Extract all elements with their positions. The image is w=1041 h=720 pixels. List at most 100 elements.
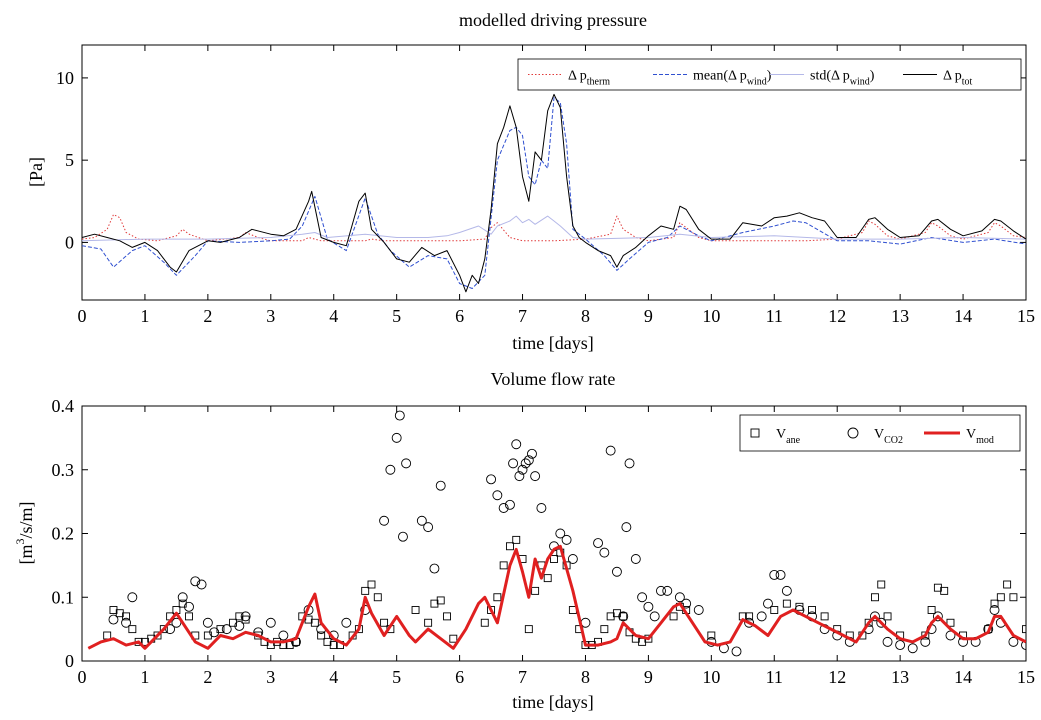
pressure-y-tick-label: 0 <box>65 232 74 252</box>
flow-point-v-co2 <box>611 566 622 577</box>
flow-point-v-co2 <box>108 614 119 625</box>
pressure-x-axis-label: time [days] <box>512 333 593 353</box>
pressure-x-tick-label: 8 <box>581 306 590 326</box>
pressure-panel: modelled driving pressure 0 1 2 3 4 5 6 7 8 9 10 11… <box>26 10 1035 353</box>
flow-point-v-ane <box>940 586 949 595</box>
flow-point-v-co2 <box>693 605 704 615</box>
flow-x-tick-label: 3 <box>266 667 275 687</box>
flow-point-v-ane <box>505 542 514 551</box>
flow-chart-title: Volume flow rate <box>491 369 616 389</box>
flow-x-tick-label: 4 <box>329 667 338 687</box>
pressure-x-tick-label: 6 <box>455 306 464 326</box>
pressure-x-tick-label: 2 <box>203 306 212 326</box>
flow-legend-box <box>739 414 1021 452</box>
flow-series <box>87 410 1026 657</box>
flow-point-v-co2 <box>517 464 528 475</box>
flow-point-v-co2 <box>177 592 188 603</box>
flow-point-v-ane <box>543 574 552 583</box>
pressure-x-tick-label: 15 <box>1017 306 1035 326</box>
flow-point-v-ane <box>707 631 716 640</box>
flow-point-v-co2 <box>385 464 396 475</box>
flow-point-v-co2 <box>234 620 245 631</box>
pressure-x-tick-label: 3 <box>266 306 275 326</box>
flow-point-v-ane <box>782 599 791 608</box>
flow-point-v-ane <box>153 631 162 640</box>
flow-point-v-ane <box>185 612 193 621</box>
flow-y-label-sup: 3 <box>13 539 27 545</box>
flow-point-v-ane <box>745 612 754 621</box>
flow-point-v-co2 <box>876 617 887 628</box>
flow-point-v-ane <box>600 625 609 634</box>
flow-x-tick-label: 9 <box>644 667 653 687</box>
flow-point-v-co2 <box>240 611 251 622</box>
flow-legend-swatch <box>847 427 859 439</box>
flow-point-v-co2 <box>599 547 610 558</box>
pressure-line-p-therm <box>82 214 1026 242</box>
pressure-x-tick-label: 11 <box>766 306 783 326</box>
flow-point-v-ane <box>512 535 521 544</box>
pressure-x-tick-label: 0 <box>78 306 87 326</box>
flow-point-v-ane <box>1003 580 1012 589</box>
flow-point-v-ane <box>883 612 892 621</box>
pressure-legend-label: std(Δ pwind) <box>810 69 875 88</box>
flow-point-v-co2 <box>504 499 515 510</box>
flow-point-v-co2 <box>561 534 572 545</box>
flow-point-v-co2 <box>1021 640 1026 651</box>
pressure-series-clip <box>82 93 1026 293</box>
flow-point-v-ane <box>531 586 540 595</box>
flow-point-v-co2 <box>662 585 673 596</box>
pressure-x-tick-label: 9 <box>644 306 653 326</box>
flow-point-v-co2 <box>656 585 666 596</box>
flow-point-v-ane <box>373 593 382 602</box>
flow-legend-swatch <box>750 428 760 438</box>
flow-point-v-ane <box>1022 625 1026 634</box>
flow-point-v-co2 <box>416 515 427 526</box>
flow-point-v-co2 <box>621 522 632 533</box>
flow-point-v-co2 <box>511 439 522 450</box>
flow-point-v-co2 <box>870 611 880 622</box>
flow-point-v-ane <box>310 618 319 627</box>
flow-point-v-ane <box>443 612 451 621</box>
flow-point-v-co2 <box>907 643 918 654</box>
flow-point-v-co2 <box>394 410 405 421</box>
flow-point-v-ane <box>436 596 445 605</box>
flow-point-v-co2 <box>486 474 497 485</box>
flow-point-v-co2 <box>630 554 641 564</box>
flow-y-tick-label: 0.3 <box>52 460 75 480</box>
flow-x-tick-label: 11 <box>766 667 783 687</box>
flow-point-v-co2 <box>624 458 635 469</box>
flow-x-tick-label: 2 <box>203 667 212 687</box>
flow-legend: Vane VCO2 Vmod <box>739 414 1021 452</box>
pressure-legend: Δ ptherm mean(Δ pwind) std(Δ pwind) Δ ptot <box>517 58 1022 91</box>
pressure-legend-label: Δ ptot <box>943 69 973 88</box>
pressure-line-std-p-wind <box>82 215 1026 242</box>
flow-point-v-ane <box>770 606 779 614</box>
flow-point-v-ane <box>927 606 936 614</box>
flow-point-v-co2 <box>530 471 541 482</box>
flow-point-v-ane <box>877 580 886 589</box>
flow-point-v-ane <box>203 631 212 640</box>
flow-point-v-co2 <box>756 611 767 622</box>
pressure-x-tick-label: 1 <box>140 306 149 326</box>
flow-point-v-co2 <box>190 576 201 587</box>
pressure-series <box>82 93 1026 293</box>
pressure-x-tick-label: 10 <box>702 306 720 326</box>
flow-series-clip <box>87 410 1026 657</box>
flow-y-tick-label: 0.4 <box>52 396 75 416</box>
flow-point-v-co2 <box>196 579 207 590</box>
flow-point-v-ane <box>216 625 225 634</box>
flow-panel: Volume flow rate 0 1 2 3 4 5 6 7 8 9 10 11 12 13 14 150… <box>13 369 1035 712</box>
flow-line-v-mod <box>87 544 1026 650</box>
pressure-x-tick-label: 5 <box>392 306 401 326</box>
flow-y-axis-label: [m3/s/m] <box>13 501 36 564</box>
flow-point-v-co2 <box>341 617 352 628</box>
flow-point-v-co2 <box>209 627 220 638</box>
flow-point-v-co2 <box>1008 636 1019 647</box>
flow-point-v-co2 <box>398 531 408 542</box>
flow-point-v-ane <box>550 555 558 563</box>
pressure-legend-box <box>517 58 1022 91</box>
flow-point-v-co2 <box>731 646 742 657</box>
flow-point-v-co2 <box>593 538 604 549</box>
